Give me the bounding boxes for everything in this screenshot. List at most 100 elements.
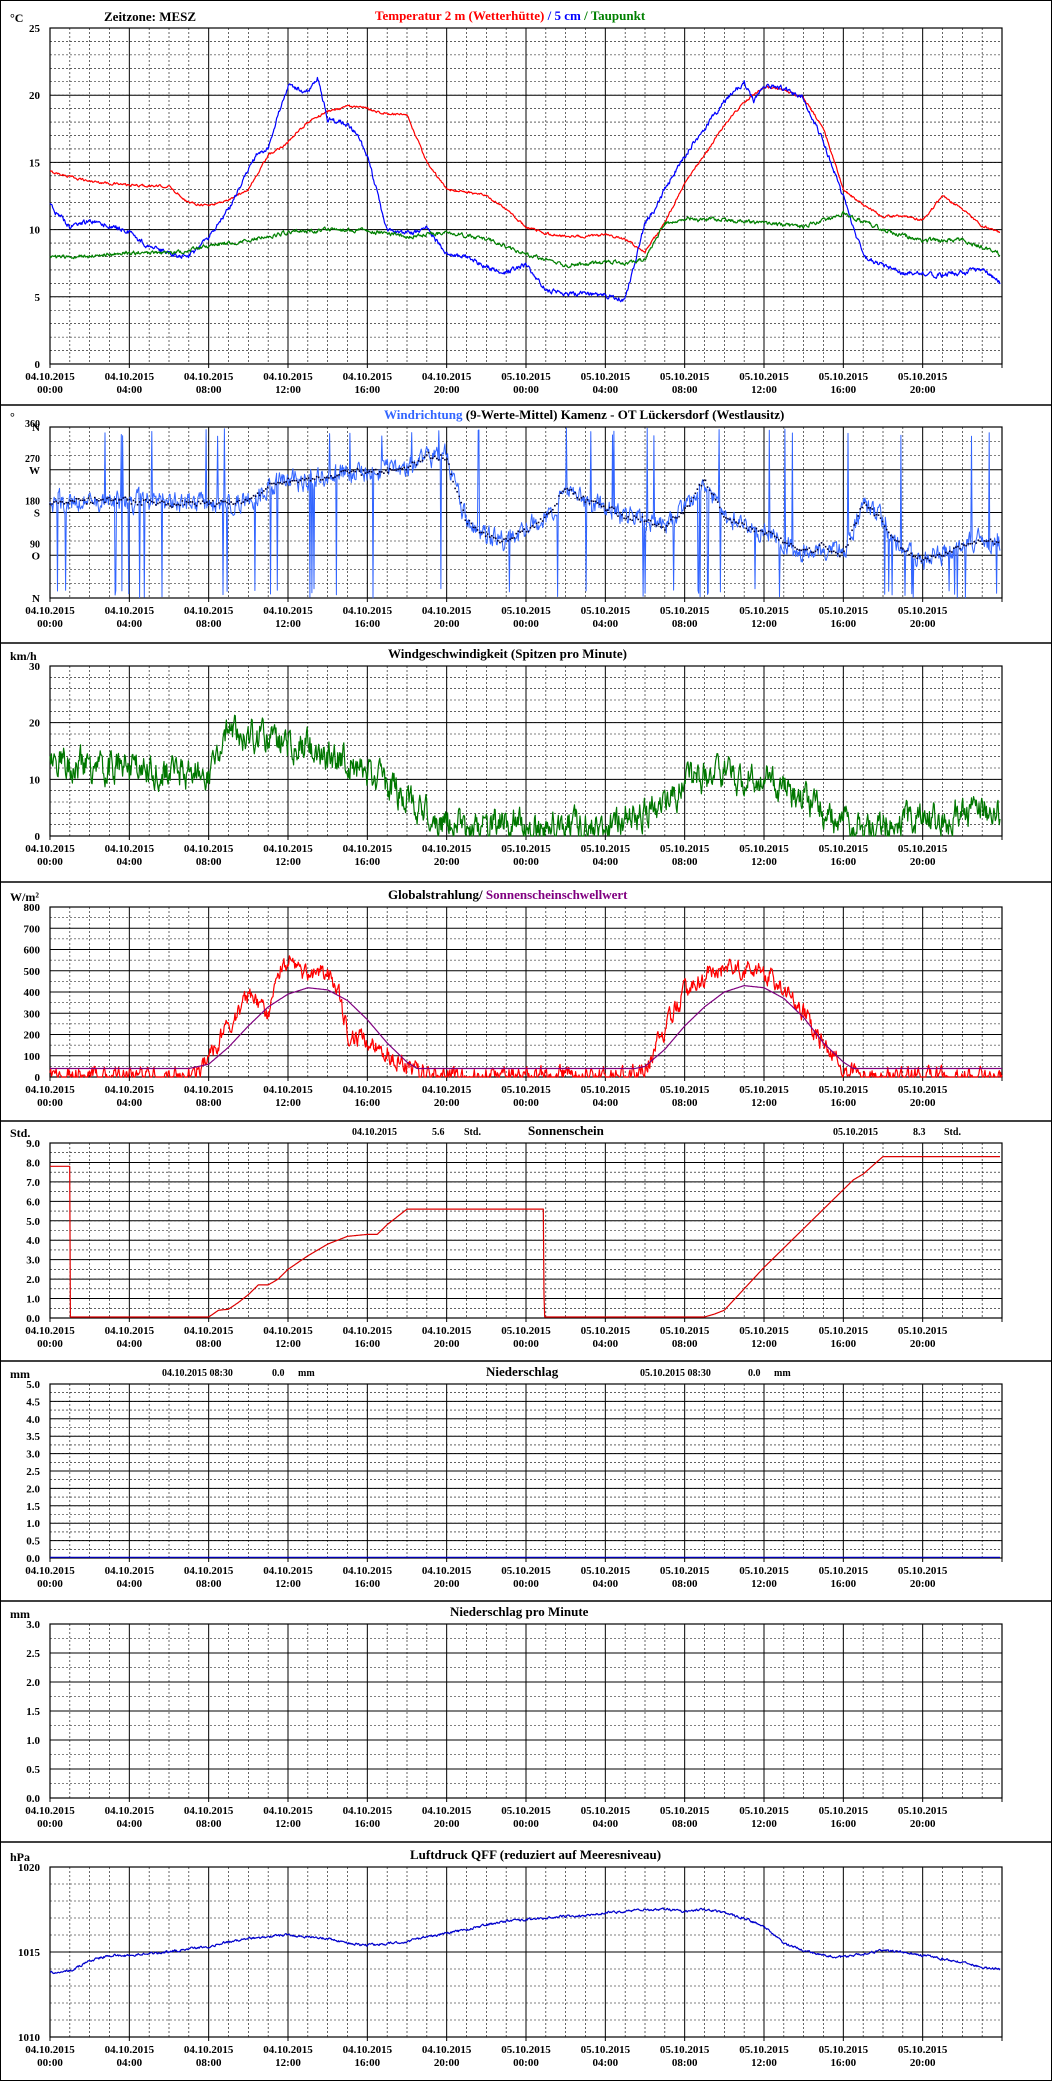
x-tick-date: 05.10.2015 [581,1325,631,1337]
data-point [193,503,196,505]
data-point [116,502,118,504]
x-tick-time: 00:00 [513,856,539,868]
data-point [57,502,59,504]
data-point [279,481,281,484]
data-point [214,505,216,508]
data-point [362,469,365,472]
data-point [376,473,379,475]
x-tick-time: 12:00 [275,618,301,630]
data-point [635,516,638,519]
data-point [568,489,570,491]
x-tick-time: 08:00 [672,618,698,630]
data-point [991,540,994,543]
x-tick-time: 00:00 [37,384,63,396]
data-point [91,502,94,504]
y-tick-label: 4.0 [26,1235,40,1247]
data-point [997,541,1000,544]
chart-title-part: Kamenz - OT Lückersdorf (Westlausitz) [557,407,784,422]
data-point [352,469,355,472]
y-tick-label: 8.0 [26,1157,40,1169]
data-point [519,531,522,533]
x-tick-date: 04.10.2015 [105,605,155,617]
data-point [515,532,517,535]
y-tick-label: 1020 [18,1862,41,1874]
data-point [389,468,391,470]
x-tick-date: 04.10.2015 [422,605,472,617]
data-point [877,514,880,516]
x-tick-time: 20:00 [910,1338,936,1350]
x-tick-date: 04.10.2015 [343,2044,393,2056]
series-taupunkt [49,210,1001,269]
y-tick-label: W [29,465,40,477]
data-point [558,495,560,497]
x-tick-date: 04.10.2015 [105,1805,155,1817]
data-point [987,540,990,542]
data-point [600,505,603,508]
x-tick-date: 05.10.2015 [819,843,869,855]
y-tick-label: 0.0 [26,1793,40,1805]
data-point [810,551,813,553]
data-point [731,521,733,524]
x-tick-date: 04.10.2015 [25,1325,75,1337]
data-point [462,509,465,512]
data-point [205,501,208,503]
data-point [295,479,298,482]
data-point [973,540,976,543]
x-tick-date: 04.10.2015 [263,2044,313,2056]
data-point [307,477,310,479]
y-tick-label: 2.0 [26,1677,40,1689]
x-tick-date: 05.10.2015 [581,371,631,383]
x-tick-date: 05.10.2015 [581,1805,631,1817]
data-point [474,526,477,529]
x-tick-time: 00:00 [37,856,63,868]
daily-total-value: 8.3 [913,1127,926,1138]
x-tick-date: 05.10.2015 [819,371,869,383]
x-tick-date: 04.10.2015 [25,2044,75,2056]
data-point [777,539,780,541]
x-tick-time: 12:00 [275,1578,301,1590]
data-point [521,530,524,533]
data-point [822,543,825,546]
data-point [360,474,363,476]
x-tick-date: 05.10.2015 [739,1325,789,1337]
data-point [737,522,739,525]
y-tick-label-degree: 90 [30,539,40,550]
data-point [128,498,131,501]
x-tick-time: 00:00 [513,384,539,396]
data-point [195,504,198,507]
x-tick-time: 16:00 [830,2057,856,2069]
x-tick-time: 16:00 [354,1097,380,1109]
chart-title-part: / [544,8,554,23]
data-point [946,552,949,555]
data-point [574,492,577,494]
data-point [250,497,253,499]
data-point [704,479,707,482]
x-tick-date: 04.10.2015 [422,1084,472,1096]
y-tick-label: 30 [29,661,41,673]
data-point [800,549,802,552]
data-point [963,544,965,546]
data-point [336,474,338,477]
data-point [348,472,351,474]
data-point [238,499,241,502]
data-point [93,496,96,499]
chart-title: Sonnenschein [528,1123,605,1138]
x-tick-date: 05.10.2015 [581,1084,631,1096]
data-point [378,471,381,473]
data-point [163,501,165,503]
data-point [796,548,798,550]
data-point [879,517,882,519]
x-tick-date: 05.10.2015 [898,1565,948,1577]
data-point [311,477,314,480]
data-point [503,538,505,541]
data-point [682,512,684,515]
data-point [114,498,116,501]
series-windrichtung [49,427,1001,599]
data-point [53,501,55,503]
y-tick-label: 0 [35,831,41,843]
x-tick-time: 00:00 [37,2057,63,2069]
data-point [547,512,550,515]
x-tick-date: 05.10.2015 [819,605,869,617]
data-point [421,459,424,462]
data-point [830,550,833,553]
